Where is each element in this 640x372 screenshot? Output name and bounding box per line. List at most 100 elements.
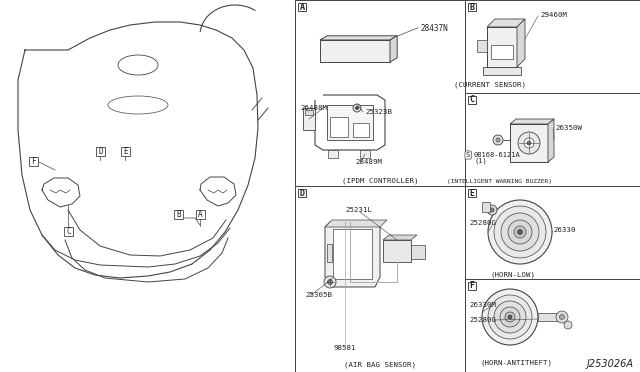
Polygon shape (320, 36, 397, 40)
Polygon shape (325, 222, 380, 287)
Bar (327, 105, 373, 140)
Circle shape (487, 205, 497, 215)
Circle shape (514, 226, 526, 238)
Bar (477, 40, 487, 52)
Bar (465, 93, 640, 186)
Bar (465, 0, 640, 93)
Text: 26330: 26330 (553, 227, 575, 233)
Text: 28489M: 28489M (355, 159, 382, 165)
Bar (121, 147, 130, 156)
Text: 25280G: 25280G (469, 220, 496, 226)
Bar (29, 157, 38, 166)
Text: (IPDM CONTROLLER): (IPDM CONTROLLER) (342, 177, 419, 183)
Text: E: E (123, 147, 128, 156)
Polygon shape (325, 220, 387, 227)
Polygon shape (517, 19, 525, 67)
Text: 08168-6121A: 08168-6121A (474, 152, 521, 158)
Circle shape (328, 279, 333, 285)
Polygon shape (383, 235, 417, 240)
Bar (468, 189, 476, 197)
Circle shape (556, 311, 568, 323)
Text: C: C (66, 227, 71, 236)
Circle shape (490, 208, 494, 212)
Text: 26350W: 26350W (555, 125, 582, 131)
Text: D: D (300, 189, 305, 198)
Bar (295, 0, 465, 186)
Circle shape (488, 200, 552, 264)
Bar (465, 186, 640, 279)
Bar (487, 27, 517, 67)
Text: D: D (98, 147, 103, 156)
Bar (174, 210, 183, 219)
Circle shape (493, 135, 503, 145)
Circle shape (501, 213, 539, 251)
Circle shape (527, 141, 531, 145)
Text: (1): (1) (474, 158, 487, 164)
Circle shape (508, 315, 512, 319)
Bar (295, 186, 465, 372)
Circle shape (524, 138, 534, 148)
Bar (298, 189, 306, 197)
Bar (491, 45, 513, 59)
Bar (64, 227, 73, 236)
Text: C: C (470, 96, 474, 105)
Text: (HORN-ANTITHEFT): (HORN-ANTITHEFT) (480, 359, 552, 366)
Circle shape (508, 220, 532, 244)
Bar (328, 150, 338, 158)
Text: (AIR BAG SENSOR): (AIR BAG SENSOR) (344, 362, 416, 369)
Circle shape (482, 289, 538, 345)
Bar (298, 3, 306, 11)
Circle shape (494, 206, 546, 258)
Text: A: A (300, 3, 305, 12)
Bar (303, 108, 315, 130)
Circle shape (518, 230, 522, 234)
Bar (383, 240, 411, 262)
Text: 26488M: 26488M (300, 105, 327, 111)
Circle shape (353, 104, 361, 112)
Text: 28437N: 28437N (420, 24, 448, 33)
Bar (510, 124, 548, 162)
Circle shape (518, 132, 540, 154)
Text: 26330M: 26330M (469, 302, 496, 308)
Text: J253026A: J253026A (587, 359, 634, 369)
Polygon shape (510, 119, 554, 124)
Circle shape (494, 301, 526, 333)
Text: (CURRENT SENSOR): (CURRENT SENSOR) (454, 82, 526, 89)
Text: 25323B: 25323B (365, 109, 392, 115)
Text: B: B (470, 3, 474, 12)
Circle shape (355, 106, 358, 109)
Bar (482, 202, 490, 212)
Polygon shape (320, 40, 390, 62)
Bar (305, 110, 313, 115)
Bar (196, 210, 205, 219)
Text: 98581: 98581 (333, 345, 356, 351)
Bar (468, 96, 476, 104)
Bar (353, 123, 369, 137)
Bar (483, 67, 521, 75)
Text: A: A (198, 210, 203, 219)
Text: E: E (470, 189, 474, 198)
Polygon shape (390, 36, 397, 62)
Text: F: F (470, 282, 474, 291)
Bar (468, 282, 476, 290)
Text: 29460M: 29460M (540, 12, 567, 18)
Circle shape (496, 138, 500, 142)
Circle shape (488, 295, 532, 339)
Polygon shape (487, 19, 525, 27)
Text: F: F (31, 157, 36, 166)
Bar (465, 279, 640, 372)
Text: (INTELLIGENT WARNING BUZZER): (INTELLIGENT WARNING BUZZER) (447, 179, 552, 184)
Text: 25305B: 25305B (305, 292, 332, 298)
Text: B: B (176, 210, 181, 219)
Circle shape (324, 276, 336, 288)
Circle shape (564, 321, 572, 329)
Polygon shape (548, 119, 554, 162)
Text: S: S (466, 152, 470, 158)
Text: 25280G: 25280G (469, 317, 496, 323)
Bar (538, 313, 558, 321)
Bar (327, 244, 332, 262)
Bar (333, 229, 372, 279)
Circle shape (559, 314, 564, 320)
Text: (HORN-LOW): (HORN-LOW) (490, 271, 536, 278)
Bar (96, 147, 105, 156)
